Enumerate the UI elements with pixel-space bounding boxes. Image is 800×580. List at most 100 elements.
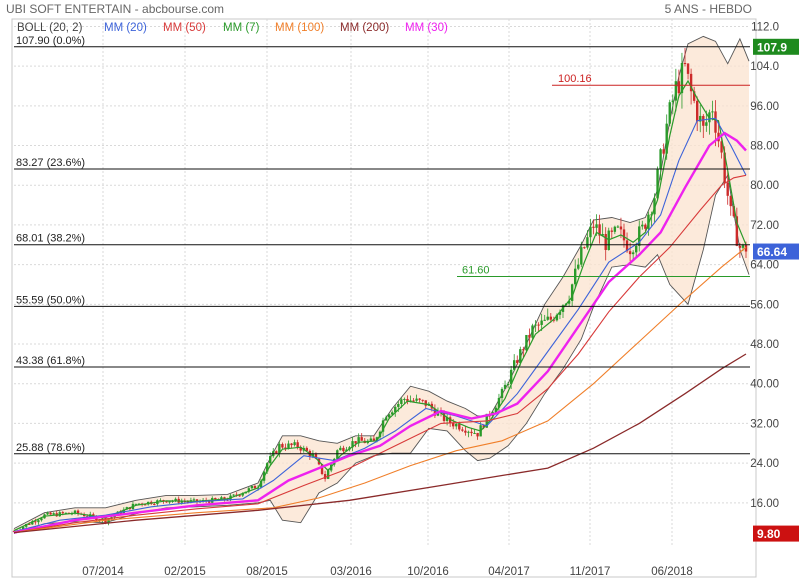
- y-tick-label: 104.0: [750, 61, 779, 73]
- price-bar-body: [28, 524, 31, 526]
- price-bar-body: [259, 480, 263, 488]
- price-bar-body: [744, 244, 748, 252]
- price-bar-body: [305, 447, 308, 451]
- price-bar-body: [415, 398, 418, 401]
- bollinger-fill: [14, 36, 749, 534]
- price-bar-body: [82, 514, 86, 517]
- price-bar-body: [445, 417, 449, 421]
- price-bar-body: [598, 224, 601, 236]
- y-tick-label: 64.00: [750, 260, 779, 272]
- price-bar-body: [638, 226, 641, 246]
- price-bar-body: [705, 122, 708, 126]
- price-bar-body: [418, 398, 421, 400]
- price-bar-body: [165, 501, 168, 503]
- price-bar-body: [738, 245, 742, 248]
- low-badge-box: [753, 525, 799, 542]
- price-bar-body: [595, 224, 598, 228]
- price-bar-body: [369, 438, 373, 441]
- price-bar-body: [567, 300, 571, 304]
- price-bar-body: [668, 102, 671, 124]
- price-bar-body: [726, 182, 729, 196]
- price-bar-body: [497, 397, 501, 408]
- price-bar-body: [49, 512, 52, 515]
- price-bar-body: [580, 247, 583, 265]
- price-bar-body: [644, 224, 647, 229]
- price-bar-body: [702, 115, 705, 126]
- y-tick-label: 48.00: [750, 339, 779, 351]
- price-bar-body: [552, 319, 556, 321]
- price-bar-body: [433, 408, 437, 416]
- price-bar-body: [168, 501, 171, 503]
- y-tick-label: 96.00: [750, 101, 779, 113]
- price-bar-body: [375, 437, 379, 441]
- last-badge-box: [753, 243, 799, 260]
- legend-boll: BOLL (20, 2): [17, 22, 83, 34]
- y-tick-label: 56.00: [750, 299, 779, 311]
- price-bar-body: [265, 463, 269, 472]
- legend-mm30: MM (30): [405, 22, 448, 34]
- price-bar-body: [525, 334, 528, 351]
- price-bar-body: [247, 488, 251, 492]
- price-bar-body: [214, 498, 217, 500]
- price-bar-body: [290, 443, 293, 446]
- y-tick-label: 24.00: [750, 458, 779, 470]
- price-badges: 107.9 66.64 9.80: [753, 38, 799, 542]
- price-bar-body: [619, 226, 623, 230]
- plot-frame: [11, 18, 757, 578]
- last-badge-value: 66.64: [757, 245, 787, 259]
- x-tick-label: 03/2016: [330, 566, 372, 578]
- x-tick-label: 04/2017: [488, 566, 530, 578]
- mm50-line: [13, 174, 747, 534]
- price-bar-body: [674, 81, 678, 101]
- price-bar-body: [208, 501, 211, 503]
- price-bar-body: [516, 360, 519, 363]
- price-bar-body: [662, 149, 665, 154]
- price-bar-body: [381, 420, 385, 432]
- price-bar-body: [570, 284, 574, 301]
- y-tick-label: 40.00: [750, 379, 779, 391]
- price-bar-body: [677, 81, 681, 94]
- price-bar-body: [540, 320, 543, 325]
- price-bar-body: [628, 251, 632, 255]
- price-bar-body: [720, 141, 723, 153]
- price-bar-body: [299, 447, 302, 451]
- price-bar-body: [394, 406, 397, 413]
- legend-mm20: MM (20): [104, 22, 147, 34]
- price-bar-body: [519, 349, 522, 363]
- price-bar-body: [616, 226, 620, 228]
- price-bar-body: [522, 349, 525, 351]
- price-bar-body: [604, 233, 607, 250]
- price-bar-body: [613, 226, 617, 232]
- y-axis: 16.00 24.00 32.00 40.00 48.00 56.00 64.00 72.00…: [750, 21, 779, 509]
- price-bar-body: [656, 169, 659, 199]
- price-bar-body: [741, 244, 745, 248]
- price-bar-body: [555, 314, 559, 321]
- price-bar-body: [384, 417, 388, 421]
- price-bar-body: [464, 430, 467, 433]
- price-bar-body: [421, 399, 424, 401]
- price-bar-body: [284, 447, 287, 449]
- price-bar-body: [159, 500, 162, 502]
- price-bar-body: [683, 63, 687, 65]
- price-bar-body: [64, 512, 68, 514]
- legend-mm100: MM (100): [275, 22, 324, 34]
- price-bar-body: [610, 230, 613, 232]
- price-bar-body: [253, 486, 257, 489]
- price-bar-body: [345, 449, 348, 452]
- price-bar-body: [326, 470, 330, 479]
- fib-label: 25.88 (78.6%): [16, 442, 85, 454]
- price-bar-body: [116, 511, 119, 516]
- price-bar-body: [153, 503, 156, 505]
- price-bar-body: [531, 325, 534, 338]
- price-bar-body: [424, 400, 427, 406]
- price-bar-body: [46, 512, 49, 515]
- price-bar-body: [34, 521, 37, 523]
- price-bar-body: [659, 149, 662, 170]
- price-bar-body: [61, 512, 64, 514]
- price-bar-body: [586, 237, 589, 248]
- price-bar-body: [442, 411, 446, 421]
- price-bar-body: [357, 437, 360, 444]
- price-bar-body: [729, 195, 732, 207]
- price-bar-body: [180, 501, 183, 503]
- fib-label: 107.90 (0.0%): [16, 35, 85, 47]
